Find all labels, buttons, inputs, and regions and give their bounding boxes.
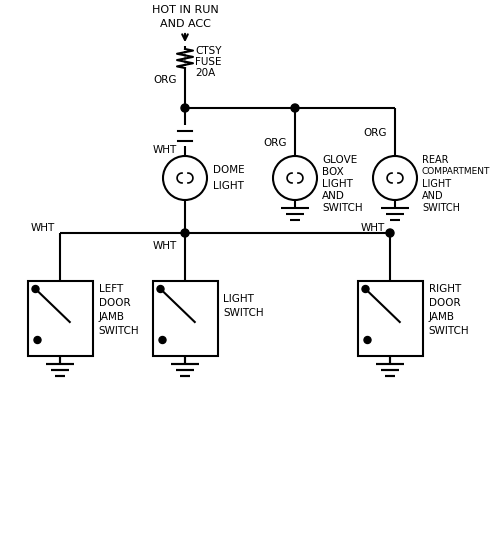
Bar — [358, 281, 422, 356]
Text: AND ACC: AND ACC — [160, 19, 210, 29]
Text: FUSE: FUSE — [195, 57, 222, 67]
Text: SWITCH: SWITCH — [428, 326, 469, 336]
Text: LIGHT: LIGHT — [224, 294, 254, 304]
Circle shape — [181, 104, 189, 112]
Bar — [152, 281, 218, 356]
Circle shape — [291, 104, 299, 112]
Circle shape — [386, 229, 394, 237]
Text: LIGHT: LIGHT — [213, 181, 244, 191]
Circle shape — [362, 286, 369, 293]
Text: GLOVE: GLOVE — [322, 155, 357, 165]
Text: 20A: 20A — [195, 68, 215, 78]
Text: LIGHT: LIGHT — [322, 179, 353, 189]
Text: DOME: DOME — [213, 165, 244, 175]
Text: LIGHT: LIGHT — [422, 179, 451, 189]
Text: AND: AND — [422, 191, 444, 201]
Text: AND: AND — [322, 191, 345, 201]
Text: SWITCH: SWITCH — [322, 203, 362, 213]
Circle shape — [364, 336, 371, 343]
Text: SWITCH: SWITCH — [224, 308, 264, 318]
Text: RIGHT: RIGHT — [428, 284, 461, 294]
Text: JAMB: JAMB — [428, 312, 454, 322]
Text: DOOR: DOOR — [428, 298, 460, 308]
Text: WHT: WHT — [361, 223, 385, 233]
Text: CTSY: CTSY — [195, 46, 222, 56]
Text: DOOR: DOOR — [98, 298, 130, 308]
Text: SWITCH: SWITCH — [422, 203, 460, 213]
Text: BOX: BOX — [322, 167, 344, 177]
Text: COMPARTMENT: COMPARTMENT — [422, 167, 490, 176]
Text: WHT: WHT — [153, 145, 177, 155]
Text: SWITCH: SWITCH — [98, 326, 139, 336]
Text: LEFT: LEFT — [98, 284, 123, 294]
Text: HOT IN RUN: HOT IN RUN — [152, 5, 218, 15]
Text: JAMB: JAMB — [98, 312, 124, 322]
Circle shape — [157, 286, 164, 293]
Text: ORG: ORG — [154, 75, 177, 85]
Circle shape — [159, 336, 166, 343]
Bar — [28, 281, 92, 356]
Circle shape — [32, 286, 39, 293]
Circle shape — [34, 336, 41, 343]
Text: WHT: WHT — [153, 241, 177, 251]
Circle shape — [181, 229, 189, 237]
Text: WHT: WHT — [31, 223, 55, 233]
Text: REAR: REAR — [422, 155, 448, 165]
Text: ORG: ORG — [264, 138, 287, 148]
Text: ORG: ORG — [364, 128, 387, 138]
